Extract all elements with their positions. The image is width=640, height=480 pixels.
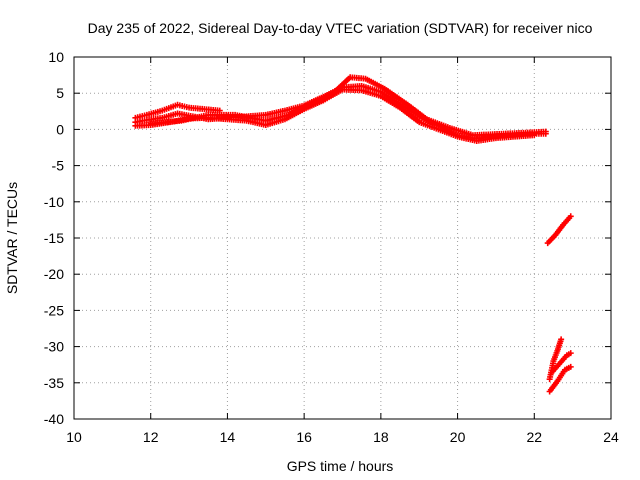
x-axis-label: GPS time / hours [287, 458, 394, 474]
y-axis-label: SDTVAR / TECUs [4, 182, 20, 294]
y-tick-label: -5 [52, 158, 65, 174]
x-tick-label: 12 [143, 429, 159, 445]
y-tick-label: -30 [44, 339, 64, 355]
data-point [542, 128, 549, 135]
x-tick-label: 14 [220, 429, 236, 445]
data-point [567, 350, 574, 357]
x-tick-label: 10 [66, 429, 82, 445]
data-point [567, 363, 574, 370]
y-tick-label: -35 [44, 375, 64, 391]
data-point [567, 213, 574, 220]
chart-title: Day 235 of 2022, Sidereal Day-to-day VTE… [88, 20, 593, 36]
y-tick-label: -20 [44, 266, 64, 282]
y-tick-label: -25 [44, 302, 64, 318]
y-tick-label: -40 [44, 411, 64, 427]
data-points [132, 74, 574, 395]
x-tick-label: 16 [296, 429, 312, 445]
gridlines [74, 57, 611, 419]
y-tick-label: 10 [48, 49, 64, 65]
x-tick-label: 20 [450, 429, 466, 445]
chart-title-text: Day 235 of 2022, Sidereal Day-to-day VTE… [88, 20, 593, 36]
series-track-a [132, 101, 223, 121]
x-tick-label: 24 [603, 429, 619, 445]
y-tick-label: 5 [56, 85, 64, 101]
series-neg-33 [546, 363, 574, 395]
series-neg-15 [544, 213, 574, 247]
series-neg-31 [548, 350, 574, 376]
series-track-d [147, 74, 549, 139]
x-tick-label: 22 [526, 429, 542, 445]
data-point [558, 336, 565, 343]
y-tick-label: -15 [44, 230, 64, 246]
y-tick-label: 0 [56, 121, 64, 137]
x-tick-label: 18 [373, 429, 389, 445]
axis-ticks: 10 12 14 16 18 20 22 24 10 5 0 -5 -10 -15 -20 -25 -30 -35… [44, 49, 619, 445]
series-neg-30 [546, 336, 565, 383]
y-tick-label: -10 [44, 194, 64, 210]
